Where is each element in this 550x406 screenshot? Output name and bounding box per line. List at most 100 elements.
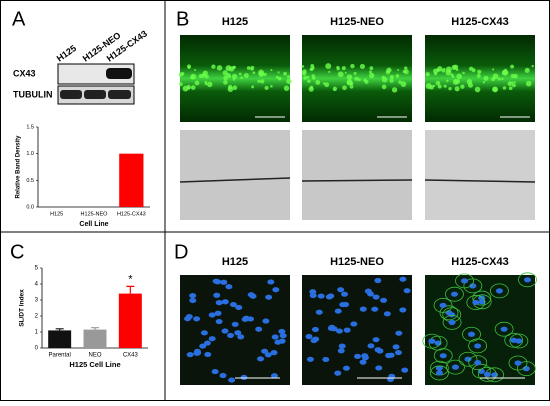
cell-spot bbox=[397, 69, 400, 72]
membrane-stain bbox=[504, 332, 524, 348]
cell-spot bbox=[178, 72, 183, 77]
cell-spot bbox=[322, 82, 326, 85]
column-title: H125 bbox=[222, 16, 248, 28]
blot-band bbox=[84, 90, 106, 99]
nucleus bbox=[211, 368, 219, 375]
cell-spot bbox=[246, 66, 251, 70]
cell-spot bbox=[477, 69, 482, 74]
cell-spot bbox=[238, 72, 242, 76]
membrane-stain bbox=[477, 366, 497, 382]
cell-spot bbox=[336, 67, 340, 71]
error-bar bbox=[126, 285, 135, 294]
column-title: H125-NEO bbox=[330, 16, 384, 28]
nucleus bbox=[184, 316, 192, 322]
cell-spot bbox=[448, 86, 452, 91]
cell-spot bbox=[328, 70, 331, 73]
bar bbox=[118, 293, 142, 348]
membrane-stain bbox=[433, 348, 453, 364]
nucleus bbox=[215, 318, 223, 325]
cell-spot bbox=[187, 86, 191, 90]
nucleus bbox=[257, 356, 265, 362]
nucleus bbox=[461, 278, 469, 284]
membrane-stain bbox=[494, 321, 514, 337]
cell-spot bbox=[350, 63, 355, 69]
nucleus bbox=[311, 326, 319, 333]
membrane-stain bbox=[433, 297, 453, 313]
x-tick-label: H125-CX43 bbox=[117, 211, 146, 217]
membrane-stain bbox=[458, 351, 478, 367]
nucleus bbox=[186, 352, 194, 358]
cell-spot bbox=[501, 69, 508, 76]
bar bbox=[48, 330, 72, 348]
cell-spot bbox=[455, 78, 461, 84]
nucleus bbox=[399, 276, 407, 282]
cell-spot bbox=[474, 86, 481, 93]
membrane-stain bbox=[490, 283, 509, 299]
nucleus bbox=[341, 291, 349, 297]
cell-spot bbox=[222, 70, 228, 76]
nucleus bbox=[278, 328, 286, 335]
cell-spot bbox=[341, 66, 346, 71]
cell-spot bbox=[286, 75, 290, 79]
membrane-stain bbox=[442, 315, 462, 330]
membrane-stain bbox=[455, 273, 474, 289]
panel-label: D bbox=[174, 241, 188, 263]
x-tick-label: Parental bbox=[48, 353, 70, 359]
nucleus bbox=[225, 284, 233, 290]
nucleus bbox=[203, 340, 211, 346]
cell-spot bbox=[252, 71, 256, 75]
cell-spot bbox=[187, 66, 191, 70]
cell-spot bbox=[182, 85, 189, 92]
error-bar bbox=[91, 327, 99, 330]
cell-spot bbox=[445, 69, 452, 76]
blot-band bbox=[60, 90, 82, 99]
y-tick-label: 0.0 bbox=[26, 204, 34, 210]
nucleus bbox=[265, 294, 273, 300]
bar bbox=[83, 329, 107, 348]
nucleus bbox=[306, 356, 314, 362]
cell-spot bbox=[264, 85, 269, 91]
nucleus bbox=[262, 318, 270, 324]
cell-spot bbox=[258, 71, 265, 77]
cell-spot bbox=[270, 68, 273, 72]
cell-spot bbox=[357, 78, 361, 82]
cell-spot bbox=[404, 66, 408, 70]
cell-spot bbox=[194, 80, 200, 86]
cell-spot bbox=[260, 79, 265, 84]
nucleus bbox=[267, 279, 275, 285]
error-bar bbox=[55, 328, 64, 331]
nucleus bbox=[240, 374, 248, 381]
nucleus bbox=[469, 283, 477, 289]
stain-image bbox=[180, 275, 290, 385]
brightfield-image bbox=[425, 130, 535, 220]
nucleus bbox=[395, 330, 403, 336]
cell-spot bbox=[353, 71, 357, 75]
nucleus bbox=[335, 328, 343, 334]
nucleus bbox=[204, 351, 212, 358]
cell-spot bbox=[400, 81, 407, 87]
cell-spot bbox=[243, 73, 249, 79]
membrane-stain bbox=[422, 333, 442, 349]
cell-spot bbox=[386, 67, 392, 73]
nucleus bbox=[474, 360, 482, 366]
cell-spot bbox=[476, 73, 481, 78]
membrane-stain bbox=[509, 333, 529, 349]
nucleus bbox=[189, 293, 197, 299]
cell-spot bbox=[369, 72, 375, 79]
cell-spot bbox=[398, 80, 402, 84]
cell-spot bbox=[346, 74, 353, 80]
nucleus bbox=[403, 288, 411, 294]
cell-spot bbox=[232, 65, 236, 70]
y-tick-label: 3 bbox=[35, 298, 39, 304]
cell-spot bbox=[202, 70, 208, 76]
y-axis-title: Relative Band Density bbox=[16, 135, 22, 199]
nucleus bbox=[338, 343, 346, 349]
y-tick-label: 1.5 bbox=[26, 124, 34, 130]
cell-spot bbox=[311, 76, 316, 80]
nucleus bbox=[327, 325, 335, 331]
nucleus bbox=[270, 350, 278, 356]
cell-spot bbox=[483, 75, 489, 81]
scratch-edge bbox=[424, 179, 536, 183]
nucleus bbox=[279, 333, 287, 339]
nucleus bbox=[213, 292, 221, 298]
